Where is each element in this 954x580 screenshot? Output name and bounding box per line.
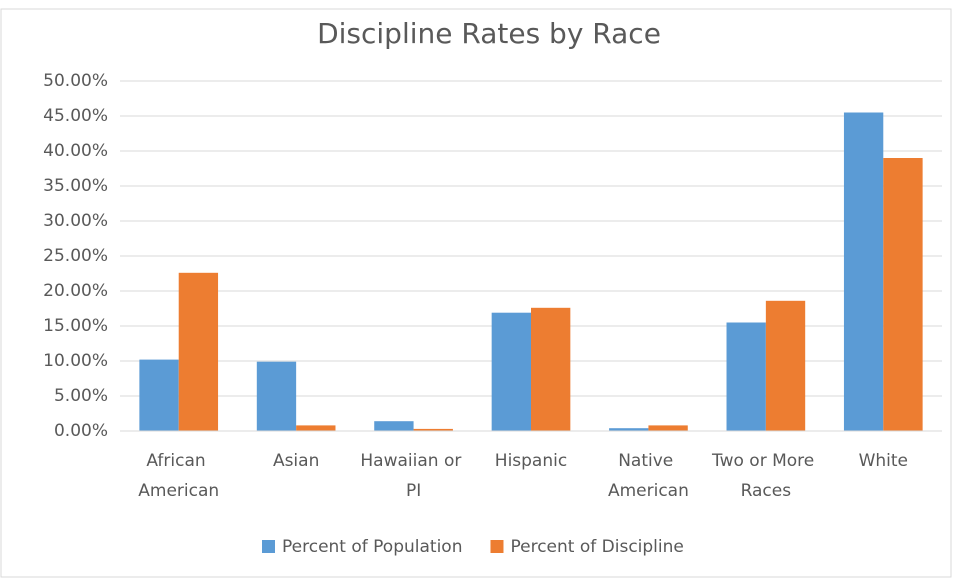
chart-frame [0,8,952,578]
y-tick-label: 20.00% [43,281,108,301]
x-tick-label: Native American [608,451,689,501]
bar [296,425,336,431]
bar [609,428,649,431]
bar [883,158,923,431]
y-tick-label: 25.00% [43,246,108,266]
bar [413,428,453,431]
y-tick-label: 30.00% [43,211,108,231]
legend-swatch [262,540,275,553]
x-tick-label: White [859,451,908,471]
chart-title: Discipline Rates by Race [317,17,661,50]
legend-label: Percent of Population [282,537,462,557]
bar [531,307,571,431]
y-tick-label: 5.00% [54,386,108,406]
bar [726,322,766,431]
y-tick-label: 15.00% [43,316,108,336]
y-tick-label: 45.00% [43,106,108,126]
y-tick-label: 35.00% [43,176,108,196]
bar [491,312,531,431]
x-tick-label: Hispanic [495,451,567,471]
x-tick-label: African American [138,451,219,501]
y-tick-label: 40.00% [43,141,108,161]
bar [843,112,884,431]
bar [178,272,219,431]
bar [256,361,297,431]
bar [765,300,806,431]
bar [139,359,179,431]
x-tick-label: Hawaiian or PI [360,451,466,501]
legend-label: Percent of Discipline [510,537,683,557]
x-tick-label: Asian [273,451,319,471]
y-tick-label: 10.00% [43,351,108,371]
bar [648,425,688,431]
y-tick-label: 50.00% [43,71,108,91]
y-tick-label: 0.00% [54,421,108,441]
x-tick-label: Two or More Races [711,451,820,501]
bar [374,421,414,431]
legend-swatch [490,540,504,553]
